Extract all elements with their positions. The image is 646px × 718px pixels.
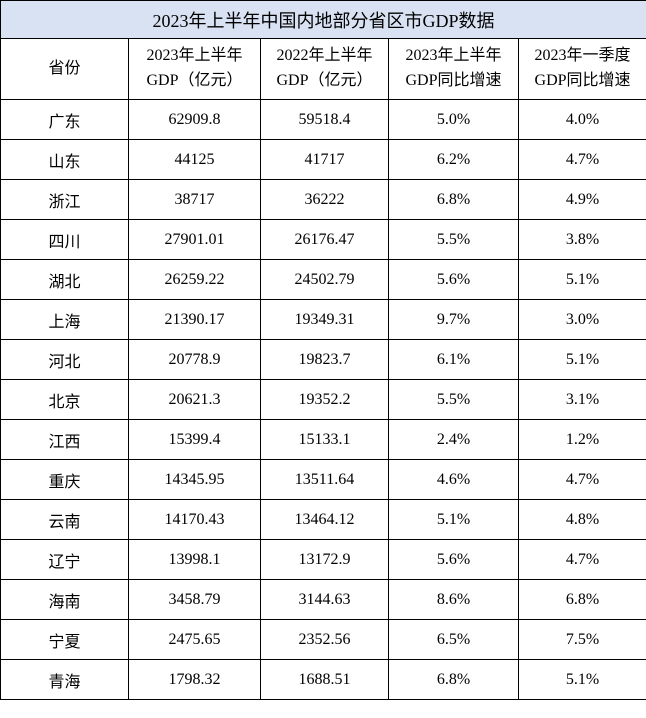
cell-gdp-2022: 26176.47 [260, 219, 389, 260]
header-yoy-2023-q1: 2023年一季度 GDP同比增速 [517, 38, 646, 100]
cell-gdp-2023: 1798.32 [128, 659, 261, 700]
cell-gdp-2022: 13172.9 [260, 539, 389, 580]
table-row: 上海 21390.17 19349.31 9.7% 3.0% [0, 299, 646, 340]
table-row: 四川 27901.01 26176.47 5.5% 3.8% [0, 219, 646, 260]
cell-yoy-2023: 6.5% [388, 619, 519, 660]
cell-province: 山东 [0, 139, 129, 180]
cell-yoy-q1: 5.1% [517, 659, 646, 700]
cell-gdp-2022: 19349.31 [260, 299, 389, 340]
cell-yoy-2023: 2.4% [388, 419, 519, 460]
cell-yoy-2023: 5.1% [388, 499, 519, 540]
cell-gdp-2023: 15399.4 [128, 419, 261, 460]
header-gdp-2023-h1: 2023年上半年 GDP（亿元） [128, 38, 261, 100]
cell-yoy-2023: 9.7% [388, 299, 519, 340]
table-row: 海南 3458.79 3144.63 8.6% 6.8% [0, 579, 646, 620]
cell-gdp-2022: 2352.56 [260, 619, 389, 660]
header-gdp-2022-h1: 2022年上半年 GDP（亿元） [260, 38, 389, 100]
cell-yoy-2023: 4.6% [388, 459, 519, 500]
cell-province: 宁夏 [0, 619, 129, 660]
cell-gdp-2022: 19823.7 [260, 339, 389, 380]
cell-gdp-2022: 41717 [260, 139, 389, 180]
table-title: 2023年上半年中国内地部分省区市GDP数据 [0, 0, 646, 39]
cell-gdp-2022: 59518.4 [260, 99, 389, 140]
cell-yoy-2023: 5.6% [388, 539, 519, 580]
cell-yoy-2023: 5.0% [388, 99, 519, 140]
table-title-row: 2023年上半年中国内地部分省区市GDP数据 [0, 0, 646, 39]
cell-province: 江西 [0, 419, 129, 460]
cell-yoy-2023: 5.5% [388, 379, 519, 420]
cell-province: 云南 [0, 499, 129, 540]
cell-gdp-2023: 44125 [128, 139, 261, 180]
table-row: 山东 44125 41717 6.2% 4.7% [0, 139, 646, 180]
table-header-row: 省份 2023年上半年 GDP（亿元） 2022年上半年 GDP（亿元） 202… [0, 38, 646, 100]
cell-gdp-2023: 62909.8 [128, 99, 261, 140]
cell-province: 浙江 [0, 179, 129, 220]
cell-yoy-q1: 4.9% [517, 179, 646, 220]
cell-gdp-2022: 36222 [260, 179, 389, 220]
cell-province: 河北 [0, 339, 129, 380]
cell-province: 广东 [0, 99, 129, 140]
table-row: 宁夏 2475.65 2352.56 6.5% 7.5% [0, 619, 646, 660]
table-row: 辽宁 13998.1 13172.9 5.6% 4.7% [0, 539, 646, 580]
cell-gdp-2023: 14170.43 [128, 499, 261, 540]
table-row: 云南 14170.43 13464.12 5.1% 4.8% [0, 499, 646, 540]
cell-yoy-q1: 4.7% [517, 459, 646, 500]
cell-gdp-2023: 13998.1 [128, 539, 261, 580]
cell-yoy-2023: 5.5% [388, 219, 519, 260]
cell-gdp-2022: 13464.12 [260, 499, 389, 540]
cell-province: 海南 [0, 579, 129, 620]
cell-gdp-2022: 13511.64 [260, 459, 389, 500]
header-province: 省份 [0, 38, 129, 100]
cell-gdp-2023: 20621.3 [128, 379, 261, 420]
cell-province: 湖北 [0, 259, 129, 300]
header-yoy-2023-h1: 2023年上半年 GDP同比增速 [388, 38, 519, 100]
cell-yoy-q1: 4.0% [517, 99, 646, 140]
cell-gdp-2023: 38717 [128, 179, 261, 220]
table-row: 河北 20778.9 19823.7 6.1% 5.1% [0, 339, 646, 380]
cell-yoy-2023: 6.8% [388, 179, 519, 220]
cell-yoy-q1: 4.7% [517, 139, 646, 180]
cell-yoy-q1: 6.8% [517, 579, 646, 620]
table-row: 湖北 26259.22 24502.79 5.6% 5.1% [0, 259, 646, 300]
cell-gdp-2023: 3458.79 [128, 579, 261, 620]
cell-gdp-2023: 14345.95 [128, 459, 261, 500]
cell-gdp-2023: 26259.22 [128, 259, 261, 300]
table-row: 江西 15399.4 15133.1 2.4% 1.2% [0, 419, 646, 460]
cell-yoy-q1: 5.1% [517, 259, 646, 300]
cell-province: 重庆 [0, 459, 129, 500]
cell-province: 北京 [0, 379, 129, 420]
cell-yoy-2023: 6.1% [388, 339, 519, 380]
cell-province: 辽宁 [0, 539, 129, 580]
table-row: 重庆 14345.95 13511.64 4.6% 4.7% [0, 459, 646, 500]
cell-province: 四川 [0, 219, 129, 260]
table-row: 北京 20621.3 19352.2 5.5% 3.1% [0, 379, 646, 420]
table-row: 广东 62909.8 59518.4 5.0% 4.0% [0, 99, 646, 140]
cell-gdp-2023: 2475.65 [128, 619, 261, 660]
cell-yoy-q1: 3.8% [517, 219, 646, 260]
cell-yoy-q1: 3.1% [517, 379, 646, 420]
cell-yoy-q1: 7.5% [517, 619, 646, 660]
cell-gdp-2023: 27901.01 [128, 219, 261, 260]
cell-gdp-2022: 1688.51 [260, 659, 389, 700]
cell-province: 青海 [0, 659, 129, 700]
cell-gdp-2022: 3144.63 [260, 579, 389, 620]
cell-gdp-2022: 19352.2 [260, 379, 389, 420]
cell-yoy-2023: 6.2% [388, 139, 519, 180]
cell-gdp-2023: 21390.17 [128, 299, 261, 340]
gdp-data-table: 2023年上半年中国内地部分省区市GDP数据 省份 2023年上半年 GDP（亿… [0, 0, 646, 700]
cell-gdp-2023: 20778.9 [128, 339, 261, 380]
cell-yoy-q1: 3.0% [517, 299, 646, 340]
cell-yoy-q1: 1.2% [517, 419, 646, 460]
cell-gdp-2022: 15133.1 [260, 419, 389, 460]
cell-yoy-q1: 5.1% [517, 339, 646, 380]
cell-yoy-q1: 4.7% [517, 539, 646, 580]
cell-province: 上海 [0, 299, 129, 340]
table-row: 青海 1798.32 1688.51 6.8% 5.1% [0, 659, 646, 700]
cell-gdp-2022: 24502.79 [260, 259, 389, 300]
table-row: 浙江 38717 36222 6.8% 4.9% [0, 179, 646, 220]
cell-yoy-q1: 4.8% [517, 499, 646, 540]
cell-yoy-2023: 5.6% [388, 259, 519, 300]
cell-yoy-2023: 6.8% [388, 659, 519, 700]
cell-yoy-2023: 8.6% [388, 579, 519, 620]
